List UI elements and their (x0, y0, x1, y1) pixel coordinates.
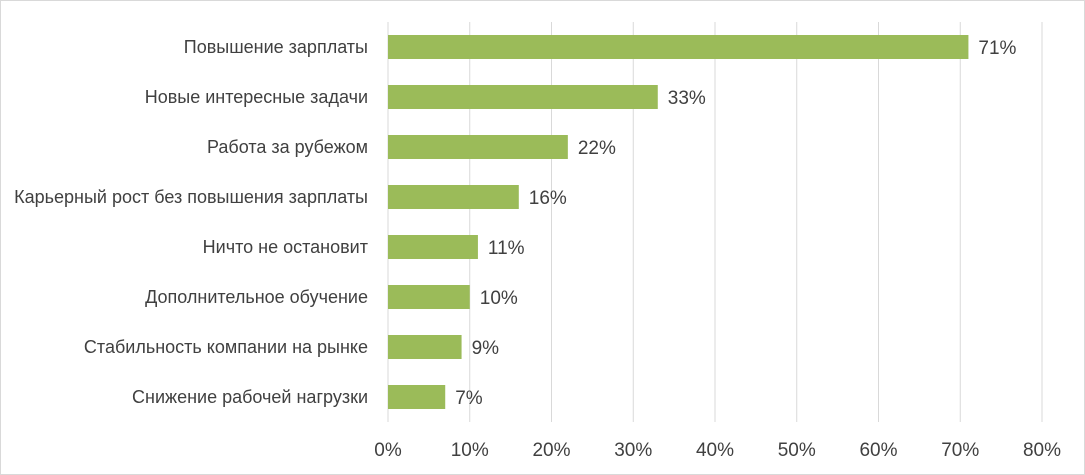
data-label: 11% (488, 238, 525, 259)
category-label: Карьерный рост без повышения зарплаты (14, 187, 368, 207)
x-tick-label: 50% (778, 440, 816, 461)
bar (388, 335, 462, 359)
category-label: Дополнительное обучение (145, 287, 368, 307)
category-label: Новые интересные задачи (145, 87, 368, 107)
data-label: 22% (578, 138, 616, 159)
bar (388, 35, 969, 59)
x-tick-label: 80% (1023, 440, 1061, 461)
bar (388, 235, 478, 259)
bar (388, 85, 658, 109)
data-label: 16% (529, 188, 567, 209)
data-label: 10% (480, 288, 518, 309)
data-label: 7% (455, 388, 483, 409)
category-label: Снижение рабочей нагрузки (132, 387, 368, 407)
x-tick-label: 40% (696, 440, 734, 461)
data-label: 9% (472, 338, 500, 359)
x-tick-label: 60% (859, 440, 897, 461)
bar (388, 285, 470, 309)
x-tick-label: 30% (614, 440, 652, 461)
bar (388, 185, 519, 209)
category-label: Стабильность компании на рынке (84, 337, 368, 357)
x-tick-label: 0% (374, 440, 402, 461)
data-label: 71% (978, 38, 1016, 59)
data-label: 33% (668, 88, 706, 109)
bar (388, 135, 568, 159)
bar (388, 385, 446, 409)
category-label: Работа за рубежом (207, 137, 368, 157)
x-tick-label: 20% (532, 440, 570, 461)
x-tick-label: 70% (941, 440, 979, 461)
category-label: Повышение зарплаты (184, 37, 368, 57)
category-label: Ничто не остановит (203, 237, 368, 257)
x-tick-label: 10% (451, 440, 489, 461)
